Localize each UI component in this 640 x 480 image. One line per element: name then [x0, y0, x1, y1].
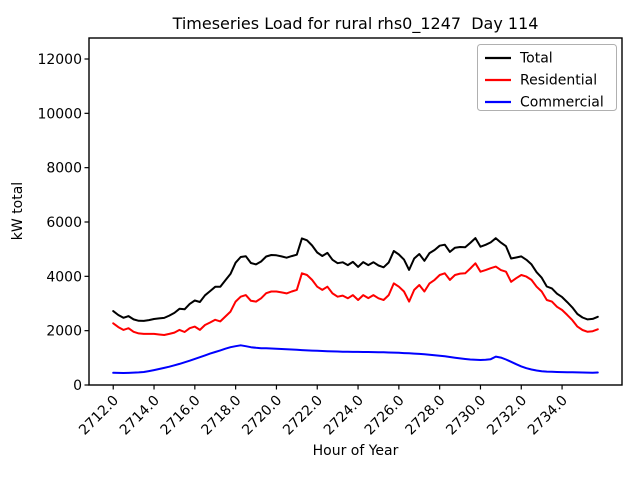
- x-tick-label: 2712.0: [76, 393, 122, 439]
- legend-label-total: Total: [519, 51, 553, 67]
- x-tick-label: 2730.0: [443, 393, 489, 439]
- axes-frame: [88, 37, 623, 386]
- series-line-commercial: [112, 344, 599, 374]
- x-tick-label: 2720.0: [239, 393, 285, 439]
- y-tick-label: 6000: [46, 215, 82, 231]
- x-tick-label: 2726.0: [362, 393, 408, 439]
- x-axis-label: Hour of Year: [312, 443, 399, 459]
- x-tick-label: 2718.0: [199, 393, 245, 439]
- legend: Total Residential Commercial: [477, 44, 617, 111]
- x-tick-label: 2732.0: [484, 393, 530, 439]
- y-tick-label: 10000: [37, 106, 82, 122]
- y-tick-label: 12000: [37, 52, 82, 68]
- y-tick-label: 0: [73, 378, 82, 394]
- x-tick-label: 2722.0: [280, 393, 326, 439]
- y-axis-label: kW total: [10, 181, 26, 241]
- x-tick-label: 2716.0: [158, 393, 204, 439]
- legend-frame: [477, 44, 617, 111]
- chart-title: Timeseries Load for rural rhs0_1247 Day …: [172, 14, 539, 33]
- x-tick-label: 2714.0: [117, 393, 163, 439]
- legend-label-commercial: Commercial: [520, 95, 604, 111]
- series-line-residential: [112, 262, 599, 336]
- y-tick-label: 8000: [46, 161, 82, 177]
- x-tick-label: 2728.0: [403, 393, 449, 439]
- legend-label-residential: Residential: [520, 73, 597, 89]
- x-tick-label: 2734.0: [525, 393, 571, 439]
- x-tick-label: 2724.0: [321, 393, 367, 439]
- y-tick-label: 4000: [46, 269, 82, 285]
- y-tick-label: 2000: [46, 324, 82, 340]
- series-line-total: [112, 237, 599, 322]
